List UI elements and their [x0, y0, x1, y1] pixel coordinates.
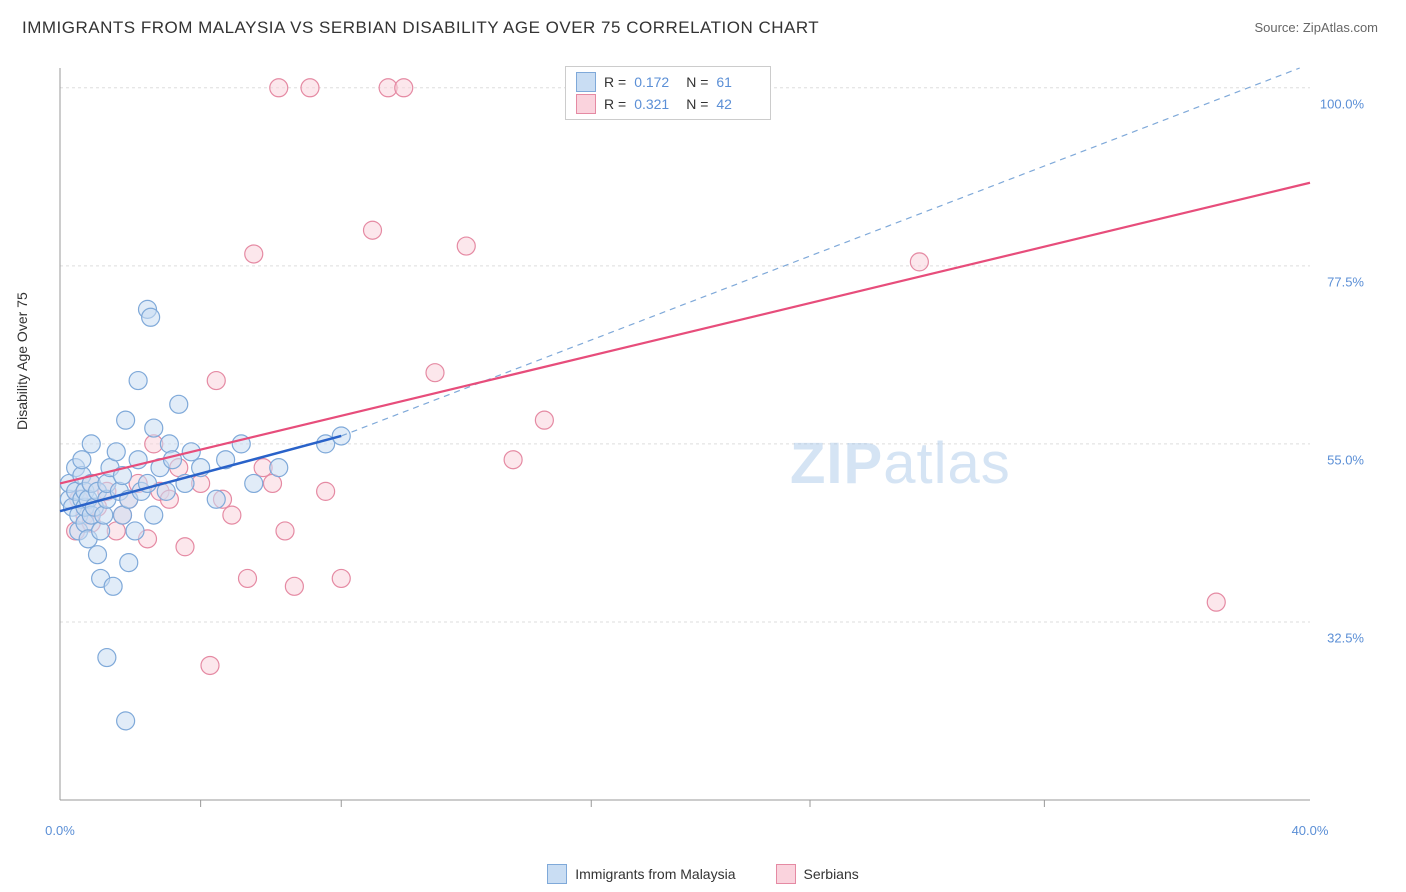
correlation-legend-row: R =0.172N =61 — [576, 71, 760, 93]
correlation-legend-row: R =0.321N =42 — [576, 93, 760, 115]
chart-canvas — [50, 60, 1370, 830]
legend-item: Immigrants from Malaysia — [547, 864, 735, 884]
y-tick-label: 100.0% — [1320, 96, 1364, 111]
legend-item: Serbians — [776, 864, 859, 884]
y-tick-label: 32.5% — [1327, 630, 1364, 645]
series-legend: Immigrants from Malaysia Serbians — [0, 864, 1406, 884]
y-tick-label: 55.0% — [1327, 452, 1364, 467]
correlation-legend: R =0.172N =61R =0.321N =42 — [565, 66, 771, 120]
source-attribution: Source: ZipAtlas.com — [1254, 20, 1378, 35]
chart-title: IMMIGRANTS FROM MALAYSIA VS SERBIAN DISA… — [22, 18, 819, 38]
scatter-chart: ZIPatlas 32.5%55.0%77.5%100.0% 0.0%40.0% — [50, 60, 1370, 830]
x-tick-label: 0.0% — [45, 823, 75, 838]
x-tick-label: 40.0% — [1292, 823, 1329, 838]
y-tick-label: 77.5% — [1327, 274, 1364, 289]
y-axis-label: Disability Age Over 75 — [14, 292, 30, 430]
